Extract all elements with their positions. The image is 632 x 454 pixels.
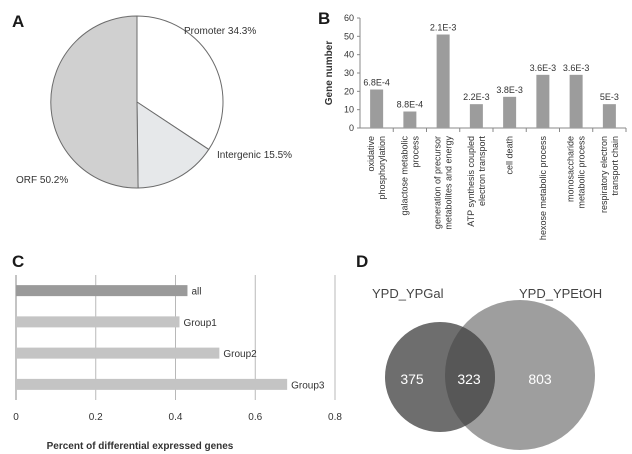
data-label: 3.8E-3 bbox=[496, 85, 523, 95]
bar bbox=[602, 104, 616, 128]
category-label-line: transport chain bbox=[610, 136, 620, 196]
category-label-line: metabolites and energy bbox=[444, 136, 454, 230]
bar bbox=[536, 74, 550, 128]
x-tick-label: 0.2 bbox=[89, 412, 103, 423]
bar bbox=[370, 89, 384, 128]
panel-letter-c: C bbox=[12, 252, 24, 271]
bar-category-label: Group2 bbox=[223, 349, 257, 360]
panel-d: D YPD_YPGal YPD_YPEtOH 375 323 803 bbox=[356, 252, 602, 450]
y-tick-label: 40 bbox=[344, 50, 354, 60]
panel-letter-b: B bbox=[318, 9, 330, 28]
category-label: hexose metabolic process bbox=[538, 136, 548, 241]
data-label: 6.8E-4 bbox=[363, 78, 390, 88]
bar bbox=[436, 34, 450, 128]
category-label-line: generation of precursor bbox=[433, 136, 443, 229]
bar-category-label: Group3 bbox=[291, 380, 325, 391]
category-label: respiratory electron transport chain bbox=[599, 136, 620, 213]
category-label: generation of precursor metabolites and e… bbox=[433, 136, 454, 230]
y-axis-label: Gene number bbox=[324, 41, 335, 106]
category-label-line: ATP synthesis coupled bbox=[466, 136, 476, 227]
category-label-line: respiratory electron bbox=[599, 136, 609, 213]
venn-only-ypgal-count: 375 bbox=[400, 371, 424, 387]
pie-slice-label: ORF 50.2% bbox=[16, 175, 68, 186]
pie-slice-label: Promoter 34.3% bbox=[184, 26, 256, 37]
category-label-line: cell death bbox=[505, 136, 515, 175]
data-label: 8.8E-4 bbox=[397, 100, 424, 110]
panel-b: B Gene number 0 10 20 30 40 50 60 6.8E-4 oxidativ… bbox=[318, 9, 627, 241]
category-label: monosaccharide metabolic process bbox=[566, 136, 587, 209]
venn-circle-ypd-ypetoh bbox=[445, 300, 595, 450]
bar bbox=[16, 347, 220, 359]
category-label-line: process bbox=[410, 136, 420, 168]
x-axis-label: Percent of differential expressed genes bbox=[47, 441, 234, 452]
y-tick-label: 60 bbox=[344, 13, 354, 23]
x-tick-label: 0.4 bbox=[169, 412, 183, 423]
category-label-line: hexose metabolic process bbox=[538, 136, 548, 241]
panel-a: A Promoter 34.3% Intergenic 15.5% ORF 50.2… bbox=[12, 12, 292, 189]
x-tick-label: 0.8 bbox=[328, 412, 342, 423]
pie-chart: Promoter 34.3% Intergenic 15.5% ORF 50.2% bbox=[16, 15, 292, 189]
category-label-line: metabolic process bbox=[577, 136, 587, 209]
y-tick-label: 20 bbox=[344, 86, 354, 96]
venn-set-1-name: YPD_YPGal bbox=[372, 286, 444, 301]
bar-category-label: Group1 bbox=[183, 318, 217, 329]
data-label: 3.6E-3 bbox=[563, 63, 590, 73]
data-label: 2.1E-3 bbox=[430, 23, 457, 33]
venn-only-ypetoh-count: 803 bbox=[528, 371, 552, 387]
y-tick-label: 30 bbox=[344, 68, 354, 78]
panel-letter-a: A bbox=[12, 12, 24, 31]
category-label-line: galactose metabolic bbox=[399, 136, 409, 216]
bar-category-label: all bbox=[191, 287, 201, 298]
category-label: galactose metabolic process bbox=[399, 136, 420, 216]
data-label: 2.2E-3 bbox=[463, 92, 490, 102]
y-tick-label: 0 bbox=[349, 123, 354, 133]
y-tick-label: 50 bbox=[344, 31, 354, 41]
bar bbox=[403, 111, 417, 128]
category-label-line: monosaccharide bbox=[566, 136, 576, 202]
category-label: oxidative phosphorylation bbox=[366, 136, 387, 200]
venn-overlap-count: 323 bbox=[457, 371, 481, 387]
category-label-line: electron transport bbox=[477, 136, 487, 207]
data-label: 5E-3 bbox=[600, 92, 619, 102]
pie-slice-label: Intergenic 15.5% bbox=[217, 150, 292, 161]
data-label: 3.6E-3 bbox=[530, 63, 557, 73]
bar-chart-c: 0 0.2 0.4 0.6 0.8 all Group1 Group2 Group3 Percen… bbox=[13, 275, 342, 452]
category-label: ATP synthesis coupled electron transport bbox=[466, 136, 487, 227]
panel-letter-d: D bbox=[356, 252, 368, 271]
pie-slice bbox=[50, 15, 139, 189]
bar bbox=[569, 74, 583, 128]
panel-c: C 0 0.2 0.4 0.6 0.8 all Group1 Group2 Group3 Perc… bbox=[12, 252, 342, 452]
pie-slice bbox=[136, 101, 210, 189]
x-tick-label: 0.6 bbox=[248, 412, 262, 423]
x-tick-label: 0 bbox=[13, 412, 19, 423]
bar bbox=[16, 378, 288, 390]
category-label: cell death bbox=[505, 136, 515, 175]
bar bbox=[469, 104, 483, 128]
y-tick-label: 10 bbox=[344, 105, 354, 115]
bar bbox=[16, 316, 180, 328]
category-label-line: oxidative bbox=[366, 136, 376, 172]
category-label-line: phosphorylation bbox=[377, 136, 387, 200]
bar bbox=[503, 96, 517, 128]
venn-set-2-name: YPD_YPEtOH bbox=[519, 286, 602, 301]
bar bbox=[16, 285, 188, 297]
